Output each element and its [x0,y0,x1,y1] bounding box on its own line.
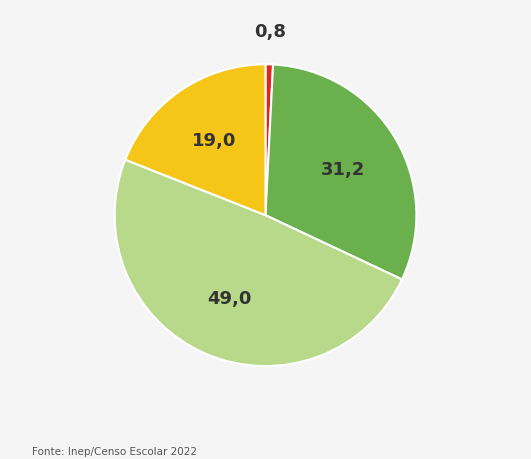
Wedge shape [115,160,402,366]
Text: 0,8: 0,8 [254,23,286,41]
Text: 49,0: 49,0 [208,290,252,308]
Wedge shape [125,65,266,216]
Text: 19,0: 19,0 [192,132,237,150]
Wedge shape [266,65,273,216]
Legend: Federal, Estadual, Municipal, Privada: Federal, Estadual, Municipal, Privada [103,457,428,459]
Wedge shape [266,65,416,280]
Text: 31,2: 31,2 [321,160,365,178]
Text: Fonte: Inep/Censo Escolar 2022: Fonte: Inep/Censo Escolar 2022 [32,447,197,456]
